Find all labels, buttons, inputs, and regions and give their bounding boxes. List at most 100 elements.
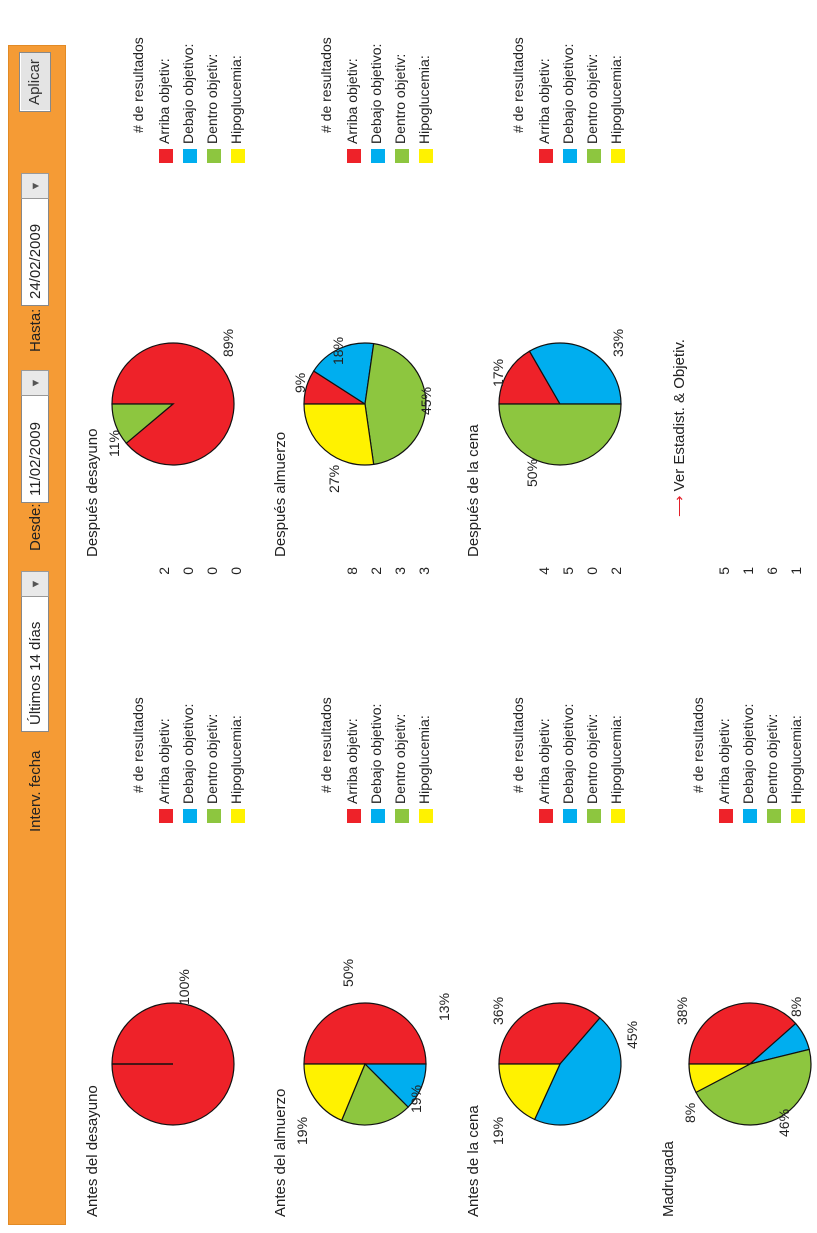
yellow-swatch-icon — [419, 809, 433, 823]
legend-header: # de resultados — [510, 37, 526, 133]
legend-label: Debajo objetivo: — [560, 43, 576, 144]
yellow-swatch-icon — [419, 149, 433, 163]
from-label: Desde: — [27, 503, 44, 551]
legend-header: # de resultados — [130, 697, 146, 793]
legend-row-hypo: Hipoglucemia:0 — [226, 553, 250, 823]
legend-row-within: Dentro objetiv: 3 — [390, 553, 414, 823]
legend-label: Dentro objetiv: — [584, 53, 600, 144]
legend-count: 1 — [740, 567, 756, 575]
pie-chart — [498, 1002, 622, 1126]
legend-row-above: Arriba objetiv: 5 — [714, 553, 738, 823]
pct-label: 50% — [340, 958, 356, 987]
pct-label: 100% — [176, 969, 192, 1005]
legend-row-above: Arriba objetiv:8 — [154, 0, 178, 163]
legend-header: # de resultados — [690, 697, 706, 793]
legend-row-above: Arriba objetiv: 4 — [534, 553, 558, 823]
legend-row-below: Debajo objetivo:2 — [366, 0, 390, 163]
apply-button[interactable]: Aplicar — [19, 52, 51, 112]
blue-swatch-icon — [183, 149, 197, 163]
pct-label: 19% — [490, 1116, 506, 1145]
legend-header: # de resultados — [130, 37, 146, 133]
slice-hypo — [303, 1063, 366, 1122]
legend-label: Hipoglucemia: — [228, 55, 244, 144]
pct-label: 89% — [220, 328, 236, 357]
legend-count: 1 — [788, 567, 804, 575]
legend-row-below: Debajo objetivo:2 — [558, 0, 582, 163]
from-date-arrow-icon[interactable]: ▼ — [21, 370, 49, 396]
legend-label: Hipoglucemia: — [228, 715, 244, 804]
red-swatch-icon — [159, 149, 173, 163]
red-swatch-icon — [347, 809, 361, 823]
legend-count: 3 — [416, 567, 432, 575]
legend-label: Arriba objetiv: — [344, 58, 360, 144]
legend-row-within: Dentro objetiv: 6 — [762, 553, 786, 823]
slice-within — [111, 403, 175, 445]
panel-title: Después desayuno — [84, 428, 101, 557]
pct-label: 36% — [490, 996, 506, 1025]
slice-below — [528, 342, 622, 405]
range-dropdown-arrow-icon[interactable]: ▼ — [21, 571, 49, 597]
legend-label: Dentro objetiv: — [584, 713, 600, 804]
legend-count: 2 — [368, 567, 384, 575]
legend-header: # de resultados — [318, 37, 334, 133]
to-date-input[interactable]: 24/02/2009 — [21, 198, 49, 306]
legend-header: # de resultados — [318, 697, 334, 793]
legend-label: Arriba objetiv: — [156, 718, 172, 804]
yellow-swatch-icon — [611, 149, 625, 163]
blue-swatch-icon — [371, 809, 385, 823]
slice-hypo — [688, 1063, 751, 1094]
pct-label: 46% — [776, 1108, 792, 1137]
legend-row-within: Dentro objetiv:5 — [390, 0, 414, 163]
legend-count: 8 — [344, 567, 360, 575]
panel-title: Antes del desayuno — [84, 1085, 101, 1217]
green-swatch-icon — [395, 149, 409, 163]
legend-count: 5 — [716, 567, 732, 575]
green-swatch-icon — [587, 809, 601, 823]
pie-chart — [303, 342, 427, 466]
pct-label: 27% — [326, 464, 342, 493]
legend-row-above: Arriba objetiv:1 — [534, 0, 558, 163]
slice-within — [364, 342, 427, 466]
legend-label: Hipoglucemia: — [416, 55, 432, 144]
legend-row-hypo: Hipoglucemia: 2 — [606, 553, 630, 823]
legend-label: Dentro objetiv: — [392, 53, 408, 144]
pct-label: 19% — [294, 1116, 310, 1145]
legend-row-within: Dentro objetiv: 0 — [582, 553, 606, 823]
blue-swatch-icon — [743, 809, 757, 823]
from-date-input[interactable]: 11/02/2009 — [21, 395, 49, 503]
legend-count: 0 — [584, 567, 600, 575]
range-select[interactable]: Últimos 14 días — [21, 596, 49, 732]
legend-header: # de resultados — [510, 697, 526, 793]
to-date-arrow-icon[interactable]: ▼ — [21, 173, 49, 199]
slice-below — [533, 1017, 622, 1126]
pie-chart — [111, 342, 235, 466]
pct-label: 11% — [106, 430, 122, 457]
blue-swatch-icon — [371, 149, 385, 163]
legend-row-hypo: Hipoglucemia:0 — [606, 0, 630, 163]
blue-swatch-icon — [563, 809, 577, 823]
legend-count: 4 — [536, 567, 552, 575]
to-label: Hasta: — [27, 308, 44, 352]
slice-above — [498, 350, 562, 405]
slice-hypo — [498, 1063, 561, 1121]
yellow-swatch-icon — [231, 149, 245, 163]
legend-label: Dentro objetiv: — [764, 713, 780, 804]
green-swatch-icon — [767, 809, 781, 823]
legend-row-below: Debajo objetivo: 0 — [178, 553, 202, 823]
slice-above — [688, 1002, 797, 1065]
legend-count: 6 — [764, 567, 780, 575]
legend-row-hypo: Hipoglucemia: 1 — [786, 553, 810, 823]
legend-row-within: Dentro objetiv: 0 — [202, 553, 226, 823]
pct-label: 33% — [610, 328, 626, 357]
blue-swatch-icon — [563, 149, 577, 163]
legend-row-below: Debajo objetivo: 1 — [738, 553, 762, 823]
legend-count: 5 — [560, 567, 576, 575]
arrow-right-icon: ⟶ — [671, 495, 688, 517]
legend-count: 0 — [180, 567, 196, 575]
pct-label: 19% — [408, 1084, 424, 1113]
pct-label: 45% — [418, 386, 434, 415]
pie-chart — [688, 1002, 812, 1126]
stats-goals-link[interactable]: ⟶ Ver Estadist. & Objetiv. — [670, 339, 688, 517]
legend-row-within: Dentro objetiv:1 — [202, 0, 226, 163]
slice-within — [695, 1048, 812, 1126]
